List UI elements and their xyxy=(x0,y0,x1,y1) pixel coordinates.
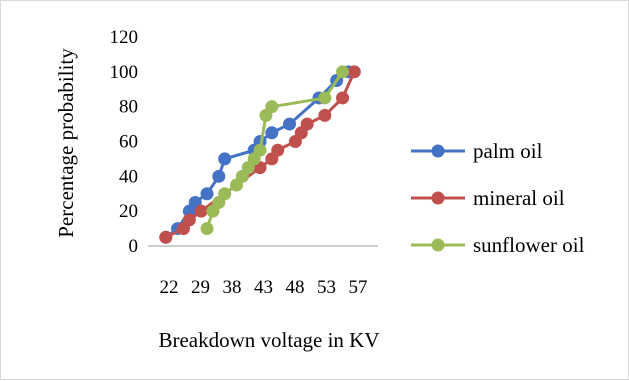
data-point xyxy=(194,204,208,218)
y-tick-label: 20 xyxy=(119,201,138,222)
series-layer xyxy=(159,65,361,244)
data-point xyxy=(265,100,279,114)
y-tick-label: 40 xyxy=(119,166,138,187)
legend: palm oil mineral oil sunflower oil xyxy=(411,139,585,257)
y-axis-title: Percentage probability xyxy=(54,48,78,238)
legend-item: mineral oil xyxy=(411,186,565,210)
data-point xyxy=(218,152,232,166)
data-point xyxy=(336,65,350,79)
x-tick-label: 48 xyxy=(286,277,305,298)
legend-item: palm oil xyxy=(411,139,543,163)
x-axis-ticks: 22 29 38 43 48 53 57 xyxy=(160,277,368,298)
data-point xyxy=(200,222,214,236)
legend-marker-icon xyxy=(431,238,445,252)
y-tick-label: 0 xyxy=(129,236,139,257)
data-point xyxy=(347,65,361,79)
series-mineral-oil xyxy=(159,65,361,244)
legend-label: mineral oil xyxy=(473,186,565,210)
y-tick-label: 100 xyxy=(110,62,139,83)
data-point xyxy=(336,91,350,105)
x-tick-label: 29 xyxy=(191,277,210,298)
data-point xyxy=(265,126,279,140)
x-tick-label: 53 xyxy=(317,277,336,298)
x-tick-label: 43 xyxy=(254,277,273,298)
data-point xyxy=(182,213,196,227)
x-tick-label: 22 xyxy=(160,277,179,298)
data-point xyxy=(212,169,226,183)
data-point xyxy=(318,91,332,105)
legend-item: sunflower oil xyxy=(411,233,585,257)
legend-marker-icon xyxy=(431,191,445,205)
legend-marker-icon xyxy=(431,144,445,158)
data-point xyxy=(253,143,267,157)
data-point xyxy=(300,117,314,131)
data-point xyxy=(283,117,297,131)
series-sunflower-oil xyxy=(200,65,350,236)
x-axis-title: Breakdown voltage in KV xyxy=(158,328,379,352)
legend-label: sunflower oil xyxy=(473,233,585,257)
data-point xyxy=(200,187,214,201)
legend-label: palm oil xyxy=(473,139,543,163)
y-axis-ticks: 0 20 40 60 80 100 120 xyxy=(110,27,139,257)
data-point xyxy=(218,187,232,201)
y-tick-label: 120 xyxy=(110,27,139,48)
data-point xyxy=(271,143,285,157)
x-tick-label: 57 xyxy=(349,277,368,298)
x-tick-label: 38 xyxy=(223,277,242,298)
data-point xyxy=(318,108,332,122)
y-tick-label: 80 xyxy=(119,97,138,118)
data-point xyxy=(159,230,173,244)
y-tick-label: 60 xyxy=(119,132,138,153)
